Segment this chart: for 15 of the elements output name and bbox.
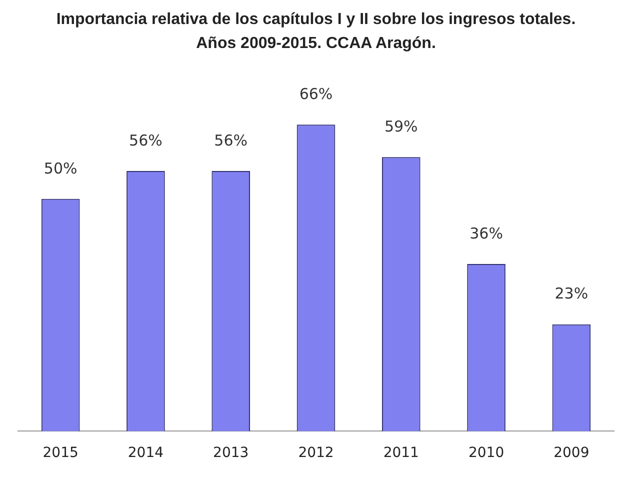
x-tick-label: 2009 xyxy=(554,445,590,462)
x-tick-label: 2015 xyxy=(42,445,78,462)
x-tick-label: 2012 xyxy=(298,445,334,462)
data-label: 23% xyxy=(554,284,588,303)
x-tick-label: 2011 xyxy=(383,445,419,462)
data-label: 59% xyxy=(384,117,418,136)
x-tick-label: 2013 xyxy=(213,445,249,462)
data-label: 66% xyxy=(299,84,333,103)
data-label: 56% xyxy=(129,131,162,150)
data-label: 56% xyxy=(214,131,248,150)
data-label: 50% xyxy=(44,159,78,178)
x-tick-label: 2014 xyxy=(128,445,164,462)
data-label: 36% xyxy=(470,224,503,242)
chart-title: Importancia relativa de los capítulos I y II sobre los ingresos totales. Años 2009-2015. CCAA Aragón. xyxy=(55,10,577,54)
x-tick-label: 2010 xyxy=(468,445,504,462)
